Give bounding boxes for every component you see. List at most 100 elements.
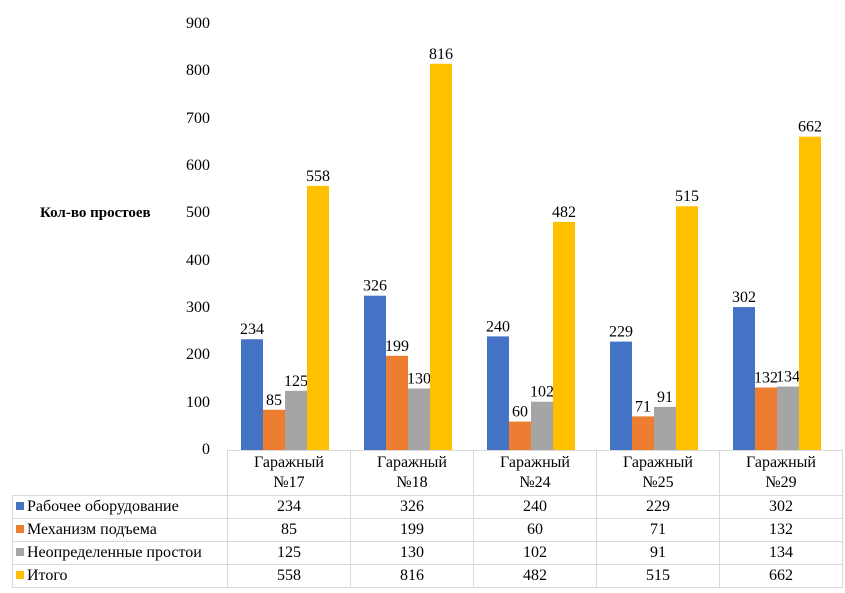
- data-table-cell: 199: [350, 518, 474, 542]
- legend-swatch-icon: [16, 571, 24, 579]
- data-label: 134: [776, 369, 800, 386]
- y-tick-label: 900: [186, 15, 210, 32]
- bar: [755, 387, 777, 450]
- data-table-cell: 482: [473, 564, 597, 588]
- bar: [307, 185, 329, 450]
- data-label: 816: [429, 46, 453, 63]
- y-tick-label: 200: [186, 346, 210, 364]
- data-table-cell: 229: [596, 495, 720, 519]
- y-axis-label: Кол-во простоев: [40, 205, 151, 221]
- data-label: 302: [732, 289, 756, 306]
- data-table-row: Механизм подъема 85 199 60 71 132: [12, 518, 843, 542]
- series-name: Неопределенные простои: [27, 544, 202, 561]
- data-label: 240: [486, 318, 510, 335]
- y-tick-label: 0: [202, 441, 210, 458]
- data-table-cell: 102: [473, 541, 597, 565]
- data-table-cell: 302: [719, 495, 843, 519]
- data-table-cell: 240: [473, 495, 597, 519]
- data-table-header-row: Гаражный №17 Гаражный №18 Гаражный №24 Гаражны…: [12, 450, 843, 496]
- data-table-cell: 125: [227, 541, 351, 565]
- bar: [263, 409, 285, 450]
- category-label: Гаражный №24: [473, 450, 597, 496]
- data-table-cell: 134: [719, 541, 843, 565]
- bar: [654, 406, 676, 450]
- data-label: 662: [798, 119, 822, 136]
- data-label: 91: [657, 389, 673, 406]
- data-table-cell: 132: [719, 518, 843, 542]
- category-label: Гаражный №29: [719, 450, 843, 496]
- data-table-cell: 558: [227, 564, 351, 588]
- bar: [632, 416, 654, 450]
- bar: [430, 63, 452, 450]
- series-name: Механизм подъема: [27, 521, 157, 538]
- data-label: 515: [675, 188, 699, 205]
- legend-entry: Итого: [12, 564, 228, 588]
- data-label: 102: [530, 384, 554, 401]
- bar: [676, 206, 698, 450]
- data-table-cell: 91: [596, 541, 720, 565]
- category-label-line1: Гаражный: [500, 454, 570, 471]
- bar: [285, 390, 307, 450]
- legend-swatch-icon: [16, 548, 24, 556]
- legend-entry: Механизм подъема: [12, 518, 228, 542]
- data-label: 229: [609, 324, 633, 341]
- series-name: Рабочее оборудование: [27, 498, 179, 515]
- bar-chart: 234 326 240 229 302 85 199 60 71 132 125 130 102 91 13…: [240, 46, 822, 450]
- data-table-cell: 515: [596, 564, 720, 588]
- bar: [364, 295, 386, 450]
- data-label: 234: [240, 321, 264, 338]
- category-label-line2: №17: [273, 474, 305, 491]
- category-label: Гаражный №25: [596, 450, 720, 496]
- category-label-line1: Гаражный: [377, 454, 447, 471]
- data-label: 130: [407, 370, 431, 387]
- y-tick-label: 600: [186, 157, 210, 174]
- data-label: 71: [635, 398, 651, 415]
- data-table-cell: 71: [596, 518, 720, 542]
- data-label: 482: [552, 204, 576, 221]
- category-label-line2: №25: [642, 474, 674, 491]
- data-table-row: Рабочее оборудование 234 326 240 229 302: [12, 495, 843, 519]
- bar: [509, 421, 531, 450]
- bar: [610, 341, 632, 450]
- y-tick-label: 500: [186, 204, 210, 222]
- data-table-cell: 85: [227, 518, 351, 542]
- category-label-line1: Гаражный: [254, 454, 324, 471]
- data-label: 326: [363, 278, 387, 295]
- y-tick-label: 300: [186, 299, 210, 316]
- data-table-cell: 234: [227, 495, 351, 519]
- data-label: 199: [385, 338, 409, 355]
- category-label-line1: Гаражный: [623, 454, 693, 471]
- data-table-cell: 816: [350, 564, 474, 588]
- data-label: 60: [512, 404, 528, 421]
- bar: [733, 307, 755, 450]
- bar: [799, 136, 821, 450]
- category-label: Гаражный №17: [227, 450, 351, 496]
- data-label: 125: [284, 373, 308, 390]
- data-table-cell: 326: [350, 495, 474, 519]
- data-label: 85: [266, 392, 282, 409]
- data-table-corner: [12, 450, 228, 496]
- category-label-line1: Гаражный: [746, 454, 816, 471]
- legend-swatch-icon: [16, 502, 24, 510]
- bar: [408, 388, 430, 450]
- category-label-line2: №24: [519, 474, 551, 491]
- bar: [386, 355, 408, 450]
- y-tick-label: 400: [186, 251, 210, 269]
- data-table: Гаражный №17 Гаражный №18 Гаражный №24 Гаражны…: [12, 450, 843, 588]
- bar: [553, 221, 575, 450]
- legend-swatch-icon: [16, 525, 24, 533]
- data-table-cell: 662: [719, 564, 843, 588]
- data-table-row: Итого 558 816 482 515 662: [12, 564, 843, 588]
- legend-entry: Неопределенные простои: [12, 541, 228, 565]
- data-table-cell: 130: [350, 541, 474, 565]
- bar: [777, 386, 799, 450]
- data-table-cell: 60: [473, 518, 597, 542]
- y-tick-label: 100: [186, 393, 210, 411]
- bar: [241, 339, 263, 450]
- bar: [487, 336, 509, 450]
- bar: [531, 401, 553, 450]
- legend-entry: Рабочее оборудование: [12, 495, 228, 519]
- category-label: Гаражный №18: [350, 450, 474, 496]
- y-tick-label: 800: [186, 62, 210, 80]
- data-label: 558: [306, 168, 330, 185]
